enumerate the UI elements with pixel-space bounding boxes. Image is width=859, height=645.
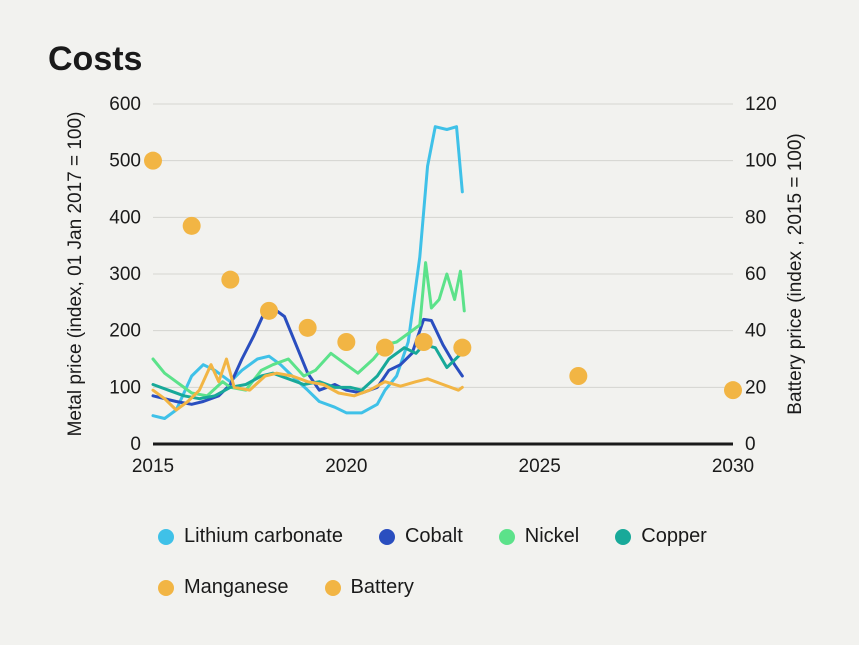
series-battery-dot (376, 339, 394, 357)
series-battery-dot (221, 271, 239, 289)
legend-dot-icon (615, 529, 631, 545)
legend-label: Nickel (525, 525, 579, 548)
legend-label: Lithium carbonate (184, 525, 343, 548)
chart-svg: 0 100 200 300 400 500 600 0 20 40 60 80 100 120 2015 20… (48, 89, 811, 509)
chart-container: Costs 0 100 200 300 400 500 600 0 20 40 60 80 100 120… (0, 0, 859, 645)
svg-text:80: 80 (745, 207, 766, 228)
legend-item: Nickel (499, 525, 579, 548)
series-battery-dot (415, 333, 433, 351)
legend: Lithium carbonate Cobalt Nickel Copper Manga… (48, 525, 811, 599)
svg-text:60: 60 (745, 264, 766, 285)
svg-text:2030: 2030 (712, 456, 754, 477)
series-battery-dot (453, 339, 471, 357)
svg-text:100: 100 (109, 377, 141, 398)
svg-text:120: 120 (745, 94, 777, 115)
svg-text:2025: 2025 (519, 456, 561, 477)
svg-text:20: 20 (745, 377, 766, 398)
legend-dot-icon (325, 580, 341, 596)
series-battery-dot (144, 152, 162, 170)
series-battery-dot (569, 367, 587, 385)
legend-dot-icon (379, 529, 395, 545)
svg-text:2020: 2020 (325, 456, 367, 477)
legend-label: Battery (351, 576, 414, 599)
series-battery-dot (299, 319, 317, 337)
chart-title: Costs (48, 40, 811, 79)
legend-label: Cobalt (405, 525, 463, 548)
series-battery-dot (337, 333, 355, 351)
legend-item: Cobalt (379, 525, 463, 548)
svg-text:0: 0 (745, 434, 756, 455)
legend-dot-icon (158, 529, 174, 545)
series-battery-dot (724, 381, 742, 399)
svg-text:500: 500 (109, 151, 141, 172)
legend-label: Copper (641, 525, 707, 548)
legend-dot-icon (158, 580, 174, 596)
svg-text:0: 0 (130, 434, 141, 455)
svg-text:600: 600 (109, 94, 141, 115)
legend-item: Copper (615, 525, 707, 548)
svg-text:40: 40 (745, 321, 766, 342)
svg-text:2015: 2015 (132, 456, 174, 477)
svg-text:Battery price (index , 2015 =: Battery price (index , 2015 = 100) (785, 133, 806, 414)
svg-text:100: 100 (745, 151, 777, 172)
svg-text:400: 400 (109, 207, 141, 228)
series-battery-dot (183, 217, 201, 235)
legend-item: Battery (325, 576, 414, 599)
svg-text:Metal price (index, 01 Jan 201: Metal price (index, 01 Jan 2017 = 100) (65, 112, 86, 437)
series-battery-dot (260, 302, 278, 320)
legend-dot-icon (499, 529, 515, 545)
svg-text:200: 200 (109, 321, 141, 342)
legend-item: Lithium carbonate (158, 525, 343, 548)
legend-item: Manganese (158, 576, 289, 599)
svg-text:300: 300 (109, 264, 141, 285)
chart-area: 0 100 200 300 400 500 600 0 20 40 60 80 100 120 2015 20… (48, 89, 811, 509)
legend-label: Manganese (184, 576, 289, 599)
